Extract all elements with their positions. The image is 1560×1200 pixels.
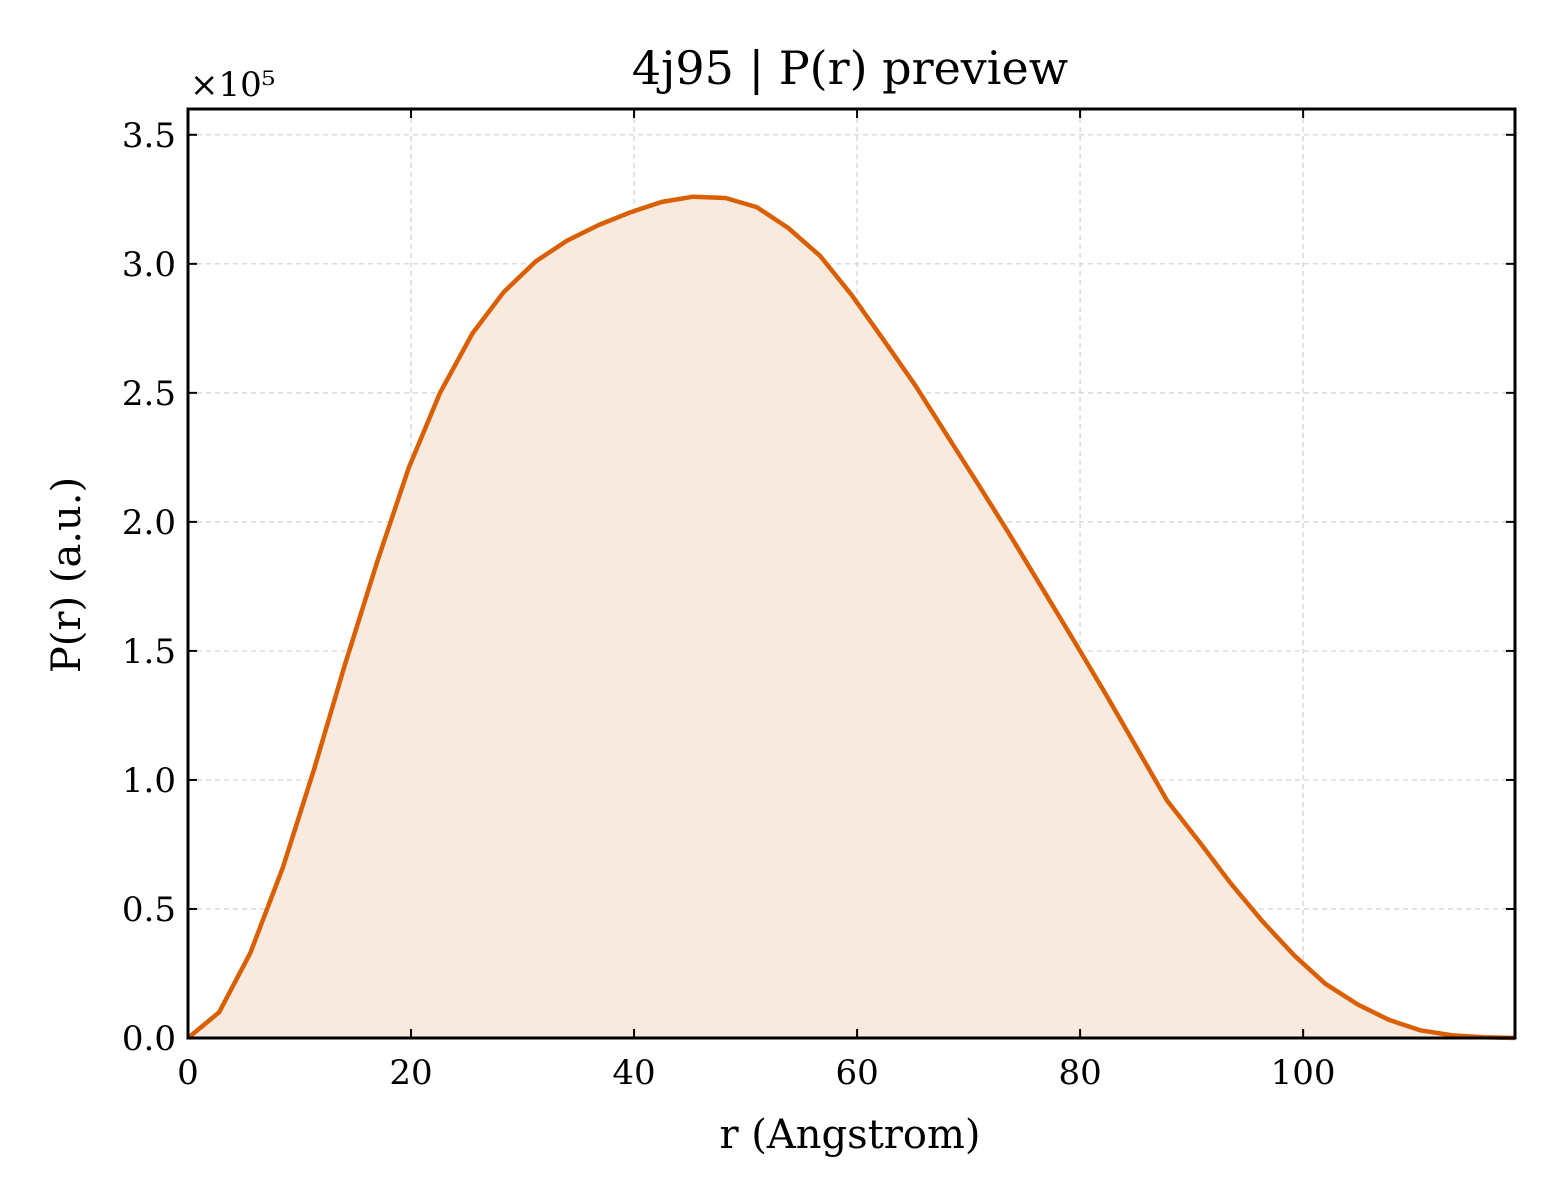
y-tick-label: 1.0: [122, 761, 176, 801]
x-tick-label: 40: [612, 1053, 655, 1093]
chart-title: 4j95 | P(r) preview: [632, 41, 1068, 95]
y-axis-label: P(r) (a.u.): [44, 477, 90, 673]
x-tick-label: 20: [389, 1053, 432, 1093]
x-axis-label: r (Angstrom): [719, 1112, 980, 1158]
x-tick-label: 60: [835, 1053, 878, 1093]
y-tick-label: 0.5: [122, 890, 176, 930]
y-tick-label: 3.5: [122, 116, 176, 156]
plot-frame: [186, 107, 1517, 1040]
x-tick-label: 80: [1058, 1053, 1101, 1093]
y-tick-label: 0.0: [122, 1019, 176, 1059]
y-offset-label: ×10⁵: [190, 65, 275, 105]
y-tick-label: 2.5: [122, 374, 176, 414]
series-line: [186, 194, 1516, 1041]
y-tick-label: 2.0: [122, 503, 176, 543]
area-fill: [188, 196, 1515, 1038]
y-tick-label: 1.5: [122, 632, 176, 672]
x-tick-label: 0: [177, 1053, 199, 1093]
y-tick-label: 3.0: [122, 245, 176, 285]
x-tick-label: 100: [1271, 1053, 1336, 1093]
